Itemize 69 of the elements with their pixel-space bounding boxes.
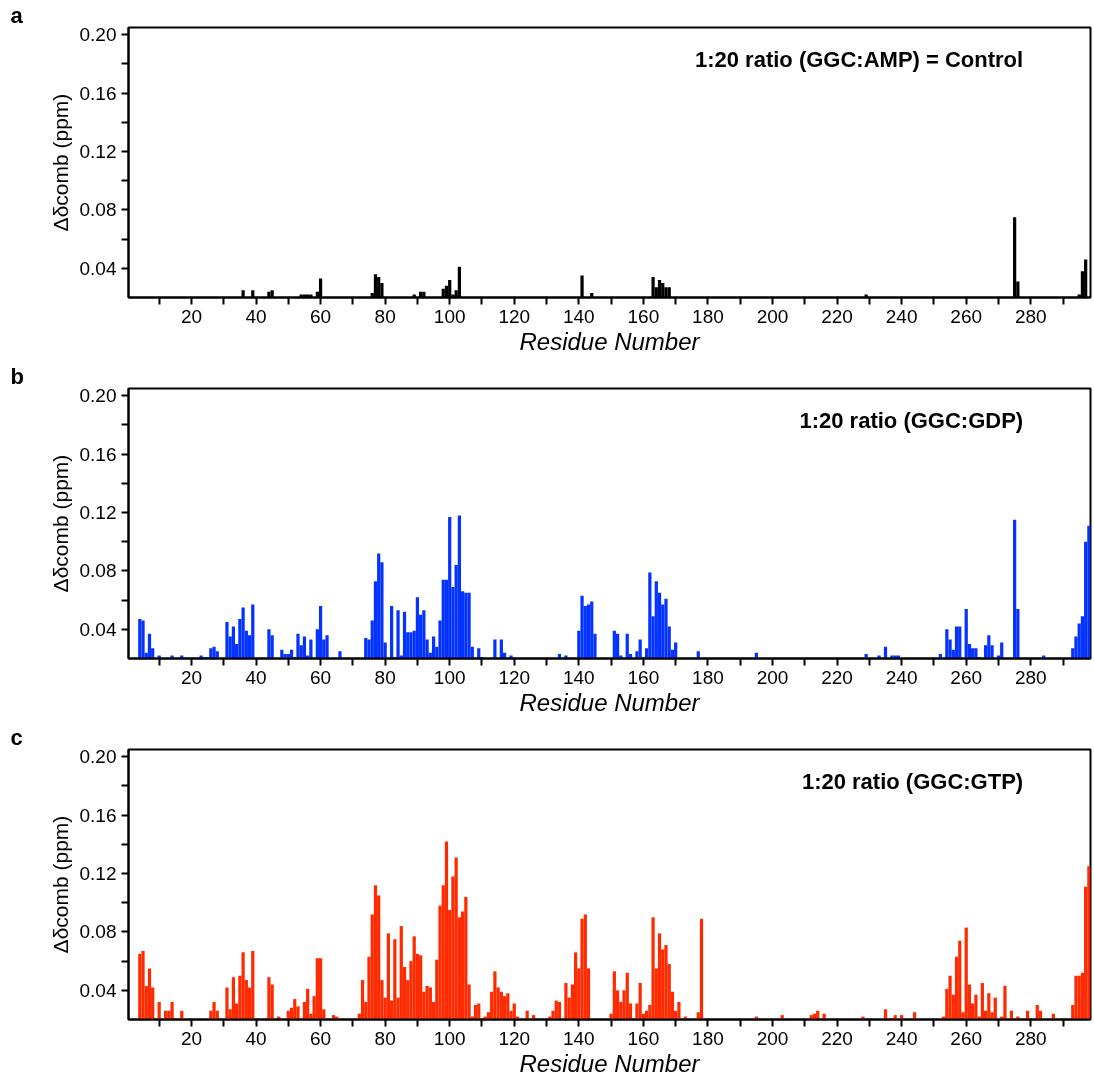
x-tick-label: 60 xyxy=(310,1027,332,1049)
y-tick-label: 0.12 xyxy=(79,141,117,163)
y-tick-label: 0.12 xyxy=(79,502,117,524)
x-tick-label: 260 xyxy=(950,666,983,688)
y-tick-label: 0.08 xyxy=(79,560,117,582)
x-tick-label: 60 xyxy=(310,666,332,688)
text: 1:20 ratio (GGC:AMP) = Control xyxy=(694,47,1024,73)
x-tick-label: 160 xyxy=(627,305,660,327)
x-tick-label: 40 xyxy=(245,666,267,688)
y-axis-title: Δδcomb (ppm) xyxy=(48,815,72,954)
x-tick-label: 200 xyxy=(756,1027,789,1049)
y-tick-label: 0.08 xyxy=(79,199,117,221)
y-tick-label: 0.12 xyxy=(79,863,117,885)
x-tick-label: 180 xyxy=(692,305,724,327)
y-tick-label: 0.08 xyxy=(79,921,117,943)
x-tick-label: 240 xyxy=(885,305,918,327)
x-tick-label: 260 xyxy=(950,305,983,327)
x-tick-label: 220 xyxy=(821,305,853,327)
x-tick-label: 100 xyxy=(433,1027,466,1049)
x-tick-label: 140 xyxy=(562,1027,595,1049)
text: b xyxy=(10,363,24,389)
y-tick-label: 0.16 xyxy=(79,443,117,465)
x-tick-label: 220 xyxy=(821,1027,853,1049)
x-tick-label: 40 xyxy=(245,305,267,327)
y-axis-title: Δδcomb (ppm) xyxy=(48,93,72,232)
y-tick-label: 0.04 xyxy=(79,618,117,640)
y-tick-label: 0.20 xyxy=(79,385,117,407)
y-tick-label: 0.20 xyxy=(79,746,117,768)
x-tick-label: 140 xyxy=(562,305,595,327)
x-tick-label: 120 xyxy=(498,666,531,688)
y-tick-label: 0.16 xyxy=(79,804,117,826)
x-tick-label: 20 xyxy=(180,1027,203,1049)
x-tick-label: 220 xyxy=(821,666,853,688)
x-tick-label: 180 xyxy=(692,666,724,688)
x-tick-label: 20 xyxy=(180,305,203,327)
x-tick-label: 140 xyxy=(562,666,595,688)
x-tick-label: 100 xyxy=(433,666,466,688)
x-tick-label: 20 xyxy=(180,666,203,688)
x-tick-label: 60 xyxy=(310,305,332,327)
x-axis-title: Residue Number xyxy=(519,1049,701,1077)
x-tick-label: 280 xyxy=(1014,1027,1047,1049)
text: c xyxy=(10,724,23,750)
text: 1:20 ratio (GGC:GTP) xyxy=(801,769,1024,795)
x-tick-label: 240 xyxy=(885,666,918,688)
text: a xyxy=(10,2,24,28)
x-tick-label: 180 xyxy=(692,1027,724,1049)
x-tick-label: 80 xyxy=(374,1027,396,1049)
x-tick-label: 160 xyxy=(627,1027,660,1049)
x-tick-label: 160 xyxy=(627,666,660,688)
y-tick-label: 0.04 xyxy=(79,979,117,1001)
y-tick-label: 0.20 xyxy=(79,24,117,46)
x-tick-label: 120 xyxy=(498,1027,531,1049)
x-tick-label: 200 xyxy=(756,305,789,327)
x-tick-label: 40 xyxy=(245,1027,267,1049)
y-tick-label: 0.16 xyxy=(79,82,117,104)
x-axis-title: Residue Number xyxy=(519,327,701,355)
x-tick-label: 280 xyxy=(1014,305,1047,327)
y-axis-title: Δδcomb (ppm) xyxy=(48,454,72,593)
x-axis-title: Residue Number xyxy=(519,688,701,716)
x-tick-label: 200 xyxy=(756,666,789,688)
x-tick-label: 120 xyxy=(498,305,531,327)
x-tick-label: 280 xyxy=(1014,666,1047,688)
text: 1:20 ratio (GGC:GDP) xyxy=(799,408,1024,434)
x-tick-label: 80 xyxy=(374,305,396,327)
y-tick-label: 0.04 xyxy=(79,257,117,279)
x-tick-label: 80 xyxy=(374,666,396,688)
x-tick-label: 100 xyxy=(433,305,466,327)
x-tick-label: 260 xyxy=(950,1027,983,1049)
x-tick-label: 240 xyxy=(885,1027,918,1049)
